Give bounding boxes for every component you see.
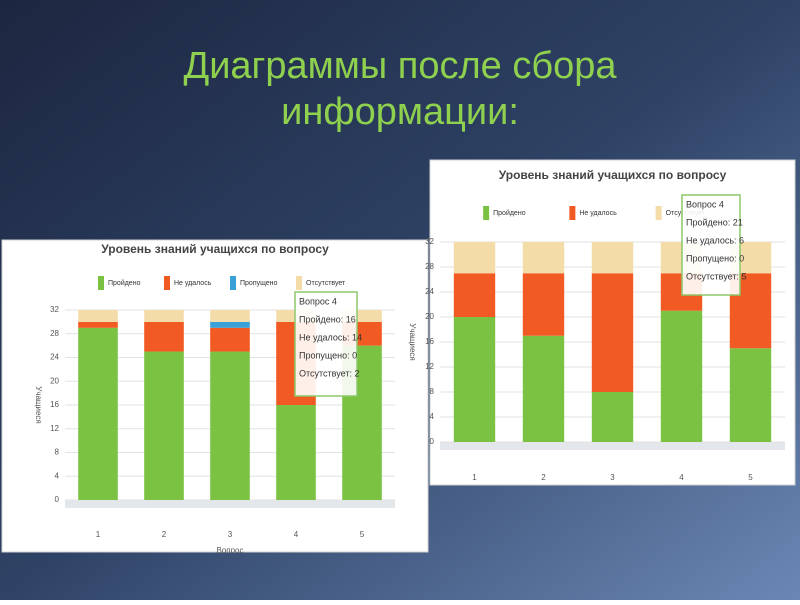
x-axis-band: [65, 500, 395, 508]
tooltip-title: Вопрос 4: [299, 296, 337, 306]
tooltip-box: [294, 291, 358, 397]
y-tick-label: 12: [50, 424, 59, 433]
chart-title: Уровень знаний учащихся по вопросу: [101, 242, 329, 256]
y-tick-label: 16: [50, 400, 59, 409]
bar-segment: [453, 317, 496, 442]
y-tick-label: 28: [50, 329, 59, 338]
bar-segment: [453, 273, 496, 317]
bar-segment: [78, 310, 118, 322]
y-tick-label: 8: [55, 448, 60, 457]
bar-segment: [342, 310, 382, 322]
x-tick-label: 3: [610, 473, 615, 482]
y-tick-label: 0: [430, 437, 435, 446]
bar-segment: [210, 310, 250, 322]
tooltip-box: [681, 194, 741, 296]
x-axis-label: Вопрос: [216, 546, 243, 555]
legend-label: Пропущено: [240, 280, 278, 287]
bar-segment: [522, 335, 565, 442]
bar-segment: [522, 242, 565, 274]
bar-segment: [210, 351, 250, 500]
y-tick-label: 12: [425, 362, 434, 371]
legend-swatch: [98, 276, 104, 290]
y-tick-label: 32: [425, 237, 434, 246]
slide-title: Диаграммы после сбора: [183, 45, 617, 87]
y-axis-label: Учащиеся: [408, 323, 417, 361]
tooltip-title: Вопрос 4: [686, 199, 724, 209]
bar-segment: [276, 405, 316, 500]
bar-segment: [210, 321, 250, 328]
legend-swatch: [164, 276, 170, 290]
legend-swatch: [569, 206, 576, 220]
legend-swatch: [230, 276, 236, 290]
tooltip-line: Пройдено: 16: [299, 314, 356, 324]
tooltip-line: Пропущено: 0: [299, 350, 357, 360]
bar-segment: [78, 321, 118, 328]
y-tick-label: 32: [50, 305, 59, 314]
legend-swatch: [296, 276, 302, 290]
x-tick-label: 3: [228, 530, 233, 539]
chart: Уровень знаний учащихся по вопросу Пройде…: [408, 159, 796, 486]
y-axis-label: Учащиеся: [34, 386, 43, 424]
y-tick-label: 8: [430, 387, 435, 396]
bar-segment: [78, 327, 118, 500]
legend-label: Не удалось: [174, 280, 212, 287]
x-tick-label: 4: [294, 530, 299, 539]
tooltip-line: Пропущено: 0: [686, 253, 744, 263]
chart: Уровень знаний учащихся по вопросу Пройде…: [1, 239, 429, 555]
tooltip-line: Отсутствует: 2: [299, 368, 359, 378]
y-tick-label: 4: [430, 412, 435, 421]
legend-swatch: [483, 206, 490, 220]
bar-segment: [144, 321, 184, 352]
tooltip-line: Отсутствует: 5: [686, 271, 746, 281]
legend-swatch: [655, 206, 662, 220]
tooltip-line: Не удалось: 14: [299, 332, 362, 342]
y-tick-label: 28: [425, 262, 434, 271]
x-axis-band: [440, 442, 785, 450]
x-tick-label: 2: [541, 473, 546, 482]
bar-segment: [144, 351, 184, 500]
x-tick-label: 4: [679, 473, 684, 482]
bar-segment: [210, 327, 250, 352]
y-tick-label: 24: [425, 287, 434, 296]
legend-label: Отсутствует: [306, 280, 346, 287]
bar-segment: [660, 310, 703, 442]
bar-segment: [729, 348, 772, 442]
y-tick-label: 20: [425, 312, 434, 321]
bar-segment: [591, 273, 634, 392]
x-tick-label: 1: [472, 473, 477, 482]
bar-segment: [522, 273, 565, 336]
bar-segment: [591, 392, 634, 442]
tooltip-line: Не удалось: 6: [686, 235, 744, 245]
y-tick-label: 0: [55, 495, 60, 504]
legend-label: Пройдено: [493, 209, 526, 217]
x-tick-label: 2: [162, 530, 167, 539]
bar-segment: [591, 242, 634, 274]
legend-label: Пройдено: [108, 279, 141, 287]
x-tick-label: 5: [360, 530, 365, 539]
y-tick-label: 16: [425, 337, 434, 346]
bar-segment: [453, 242, 496, 274]
chart-title: Уровень знаний учащихся по вопросу: [499, 168, 727, 182]
tooltip-line: Пройдено: 21: [686, 217, 743, 227]
bar-segment: [144, 310, 184, 322]
slide-title: информации:: [281, 91, 519, 133]
legend-label: Не удалось: [579, 210, 617, 217]
x-tick-label: 5: [748, 473, 753, 482]
x-tick-label: 1: [96, 530, 101, 539]
y-tick-label: 24: [50, 353, 59, 362]
y-tick-label: 20: [50, 376, 59, 385]
y-tick-label: 4: [55, 471, 60, 480]
